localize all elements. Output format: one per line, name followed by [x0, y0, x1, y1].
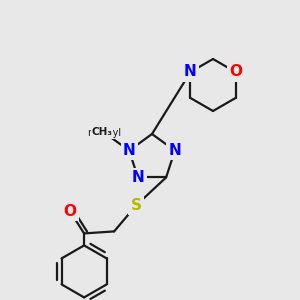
- Text: N: N: [123, 143, 136, 158]
- Text: N: N: [184, 64, 197, 80]
- Text: CH₃: CH₃: [92, 127, 113, 136]
- Text: O: O: [64, 204, 76, 219]
- Text: O: O: [229, 64, 242, 80]
- Text: N: N: [169, 143, 181, 158]
- Text: N: N: [131, 170, 144, 185]
- Text: methyl: methyl: [87, 128, 121, 138]
- Text: S: S: [130, 198, 142, 213]
